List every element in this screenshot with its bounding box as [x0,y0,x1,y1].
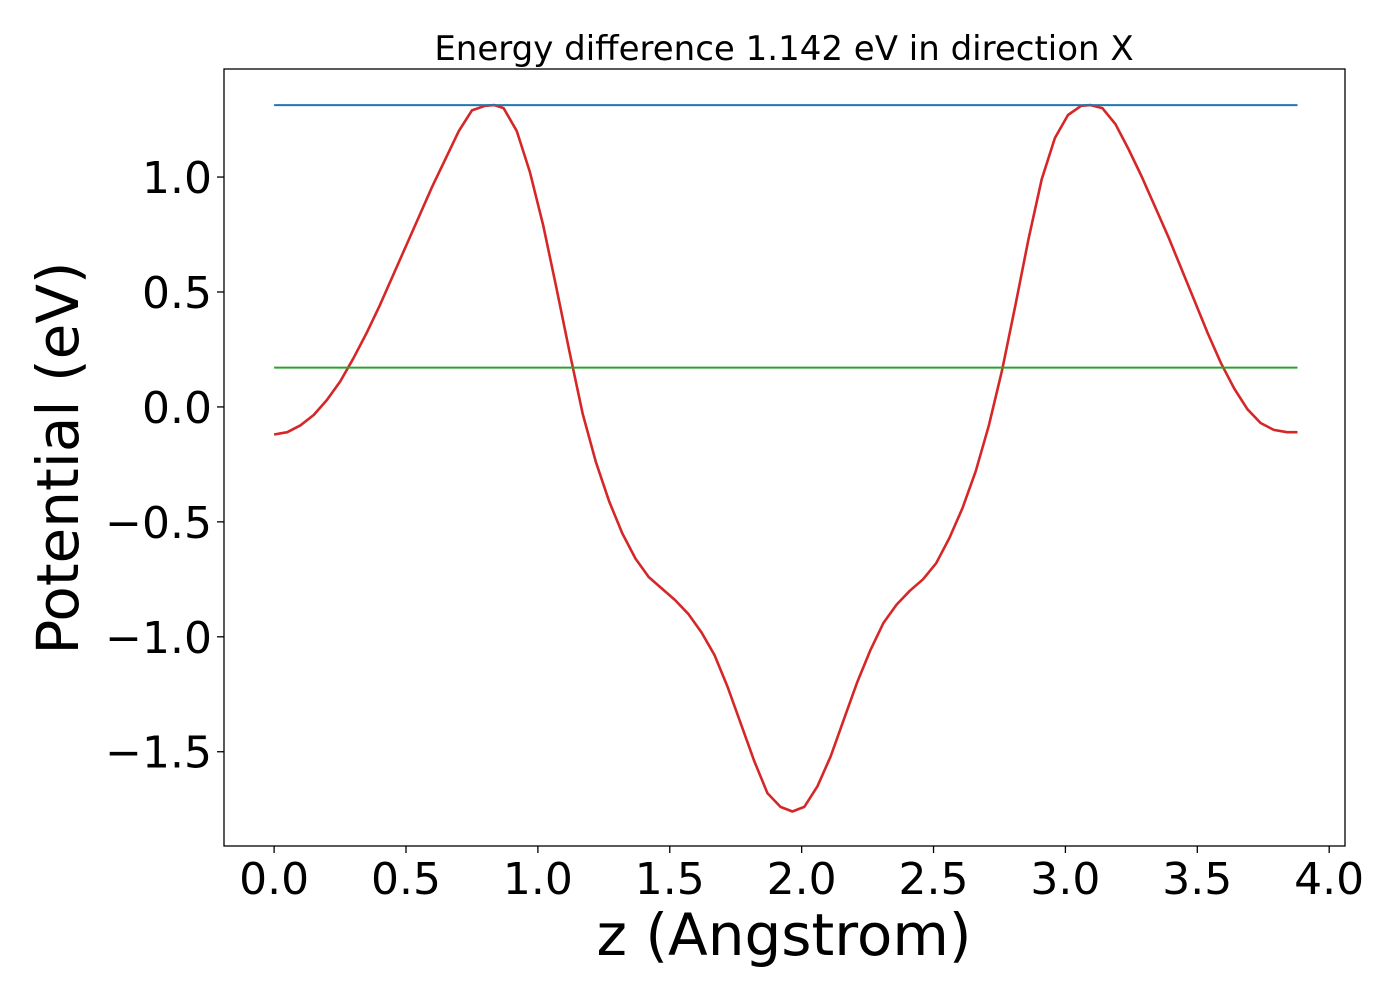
y-tick-label: 0.5 [142,268,212,319]
x-tick-label: 2.0 [767,854,837,905]
y-tick-label: 1.0 [142,153,212,204]
y-tick-label: −1.0 [105,613,212,664]
y-tick-label: −1.5 [105,728,212,779]
y-axis: −1.5 −1.0 −0.5 0.0 0.5 1.0 [105,153,224,779]
x-axis: 0.0 0.5 1.0 1.5 2.0 2.5 3.0 3.5 4.0 [239,846,1364,905]
x-tick-label: 3.0 [1030,854,1100,905]
series-line-0 [273,103,1298,813]
x-axis-label: z (Angstrom) [597,901,972,969]
plot-frame [223,68,1346,847]
x-tick-label: 4.0 [1294,854,1364,905]
x-tick-label: 0.5 [371,854,441,905]
y-tick-label: 0.0 [142,383,212,434]
x-tick-label: 3.5 [1162,854,1232,905]
y-tick-label: −0.5 [105,498,212,549]
x-tick-label: 1.0 [503,854,573,905]
x-tick-label: 2.5 [899,854,969,905]
series-layer [273,103,1298,813]
chart-title: Energy difference 1.142 eV in direction … [434,29,1133,69]
x-tick-label: 0.0 [239,854,309,905]
x-tick-label: 1.5 [635,854,705,905]
y-axis-label: Potential (eV) [24,261,92,654]
